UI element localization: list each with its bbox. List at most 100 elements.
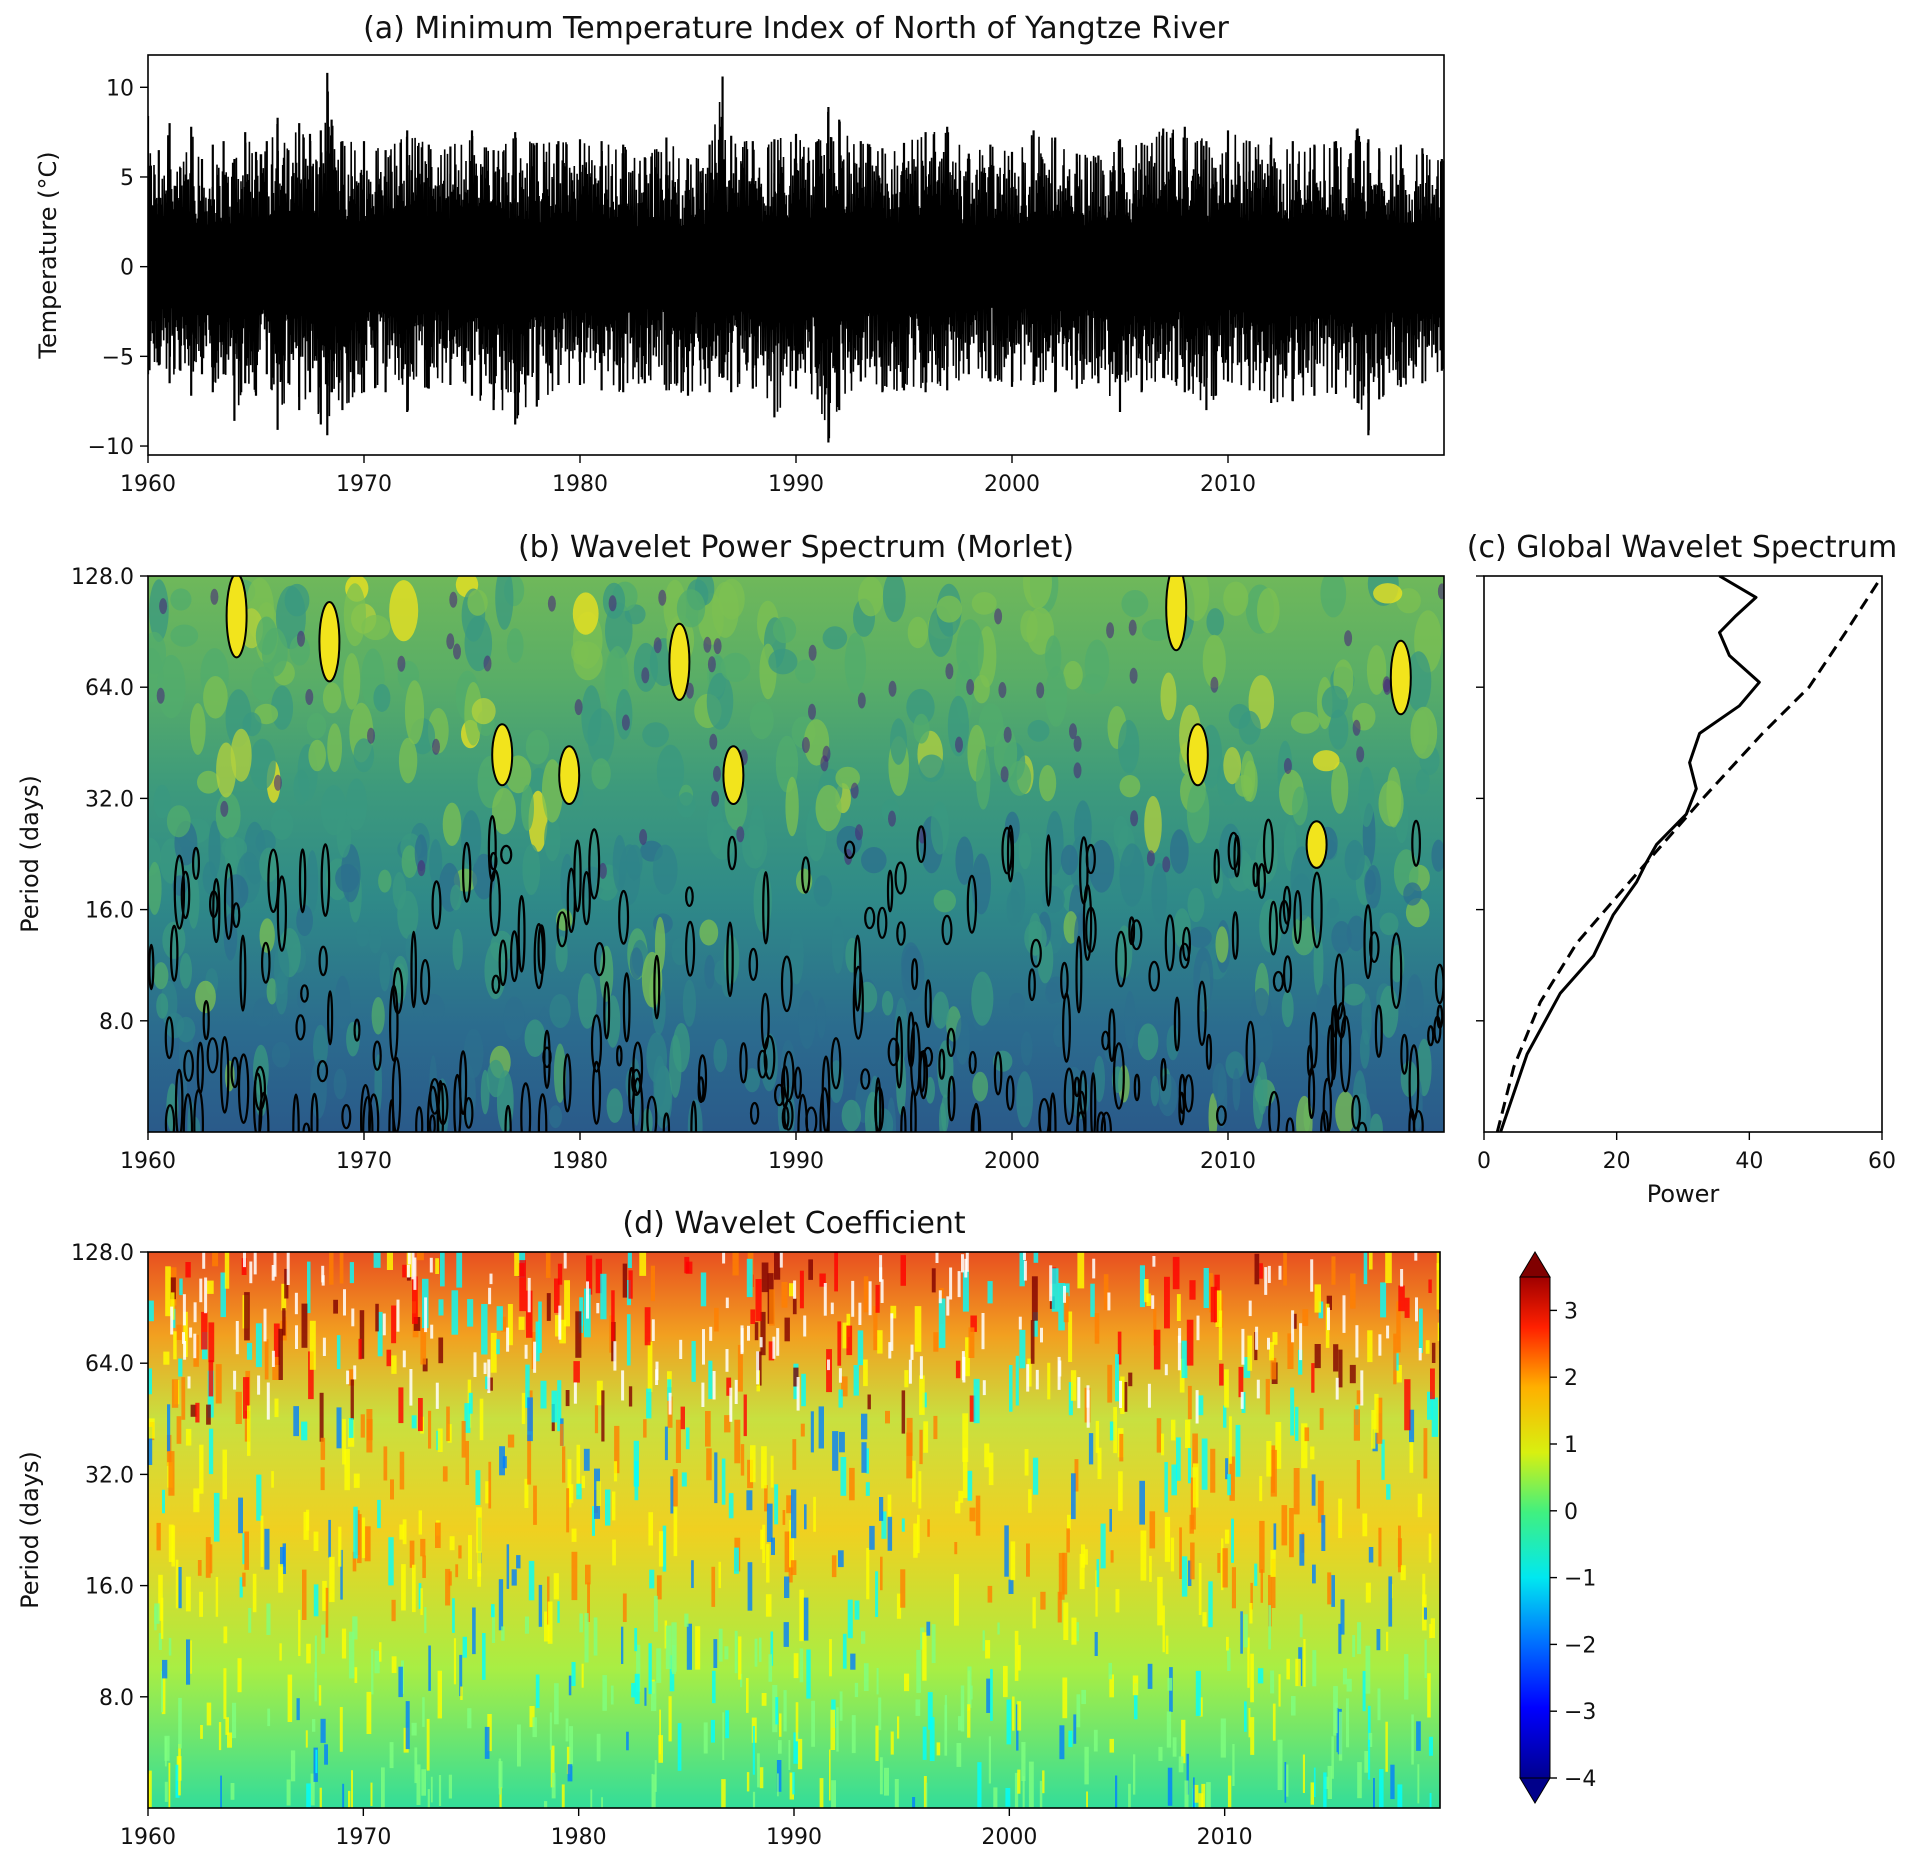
coefficient-cell [1062,1677,1068,1719]
coefficient-gap [919,1356,923,1379]
significant-region [1389,639,1412,716]
coefficient-cell [321,1624,326,1654]
coefficient-gap [1386,1325,1390,1339]
coefficient-cell [876,1668,879,1695]
panel-b-xtick-label: 1980 [552,1149,608,1174]
coefficient-cell [1030,1320,1035,1364]
panel-d-ytick-label: 64.0 [85,1352,134,1377]
power-cell [1045,810,1064,875]
coefficient-cell [391,1656,397,1673]
coefficient-gap [1147,1383,1151,1408]
power-cell [541,759,563,823]
coefficient-gap [712,1371,716,1400]
coefficient-gap [1248,1300,1252,1317]
panel-a-xtick-label: 1970 [336,472,392,497]
coefficient-cell [440,1252,445,1287]
coefficient-cell [601,1390,605,1442]
power-minimum-cell [808,644,817,661]
coefficient-cell [962,1413,969,1462]
coefficient-cell [1290,1387,1295,1436]
significance-contour [212,878,221,944]
coefficient-gap [235,1321,239,1355]
coefficient-gap [890,1313,894,1351]
power-cell [785,776,799,837]
coefficient-cell [918,1471,922,1509]
coefficient-cell [1167,1677,1173,1691]
coefficient-cell [507,1304,513,1346]
power-cell [369,926,382,954]
coefficient-cell [865,1482,870,1496]
coefficient-cell [557,1263,563,1285]
power-minimum-cell [608,595,617,612]
power-cell [153,962,169,990]
coefficient-cell [485,1481,490,1504]
power-cell [947,695,970,757]
significance-contour [1045,834,1052,907]
coefficient-gap [202,1252,206,1269]
coefficient-cell [984,1443,990,1468]
coefficient-cell [1201,1783,1206,1808]
coefficient-cell [1281,1505,1288,1546]
power-cell [1290,873,1313,921]
coefficient-cell [1026,1543,1030,1577]
coefficient-cell [1283,1252,1287,1286]
power-cell [404,680,425,745]
power-cell [549,994,571,1028]
power-cell [709,821,736,860]
significance-contour [298,848,307,914]
coefficient-cell [171,1379,179,1408]
coefficient-cell [829,1749,831,1801]
coefficient-cell [665,1625,672,1670]
coefficient-cell [718,1561,721,1589]
coefficient-cell [164,1737,167,1767]
coefficient-cell [1393,1333,1397,1385]
power-cell [429,839,443,886]
coefficient-gap [961,1351,965,1381]
coefficient-gap [613,1341,617,1371]
power-cell [1344,839,1365,881]
coefficient-cell [308,1351,314,1400]
coefficient-gap [411,1252,415,1280]
power-cell [361,614,391,641]
coefficient-gap [1342,1295,1346,1333]
colorbar-tick-label: 3 [1564,1299,1578,1324]
coefficient-cell [339,1252,344,1284]
coefficient-cell [873,1306,878,1351]
coefficient-cell [1376,1397,1383,1444]
coefficient-cell [353,1473,360,1488]
coefficient-gap [524,1344,528,1359]
coefficient-cell [1396,1301,1401,1353]
power-minimum-cell [1073,735,1082,752]
coefficient-cell [962,1270,969,1312]
power-cell [642,722,669,748]
coefficient-cell [167,1404,171,1452]
coefficient-cell [517,1724,521,1767]
coefficient-cell [672,1469,678,1507]
coefficient-cell [1094,1313,1100,1344]
coefficient-cell [1311,1363,1315,1393]
coefficient-gap [1240,1391,1244,1409]
power-minimum-cell [955,736,963,753]
panel-b-ylabel: Period (days) [16,775,44,933]
power-cell [1008,760,1032,796]
coefficient-cell [1422,1573,1426,1607]
significance-contour [1245,1020,1256,1084]
coefficient-cell [685,1261,693,1274]
coefficient-cell [801,1373,806,1407]
coefficient-gap [793,1280,797,1299]
coefficient-cell [1158,1746,1163,1761]
panel-b-ytick-label: 32.0 [85,787,134,812]
power-cell [495,576,514,630]
coefficient-cell [398,1666,403,1698]
coefficient-cell [664,1426,668,1461]
significance-contour [993,1051,1003,1096]
coefficient-cell [1268,1575,1272,1627]
coefficient-cell [351,1770,353,1808]
coefficient-cell [1027,1358,1032,1387]
coefficient-gap [740,1328,744,1353]
panel-c-xtick-label: 20 [1603,1149,1631,1174]
power-minimum-cell [483,655,492,672]
coefficient-gap [271,1265,275,1281]
power-cell [379,951,391,992]
coefficient-cell [538,1584,543,1627]
